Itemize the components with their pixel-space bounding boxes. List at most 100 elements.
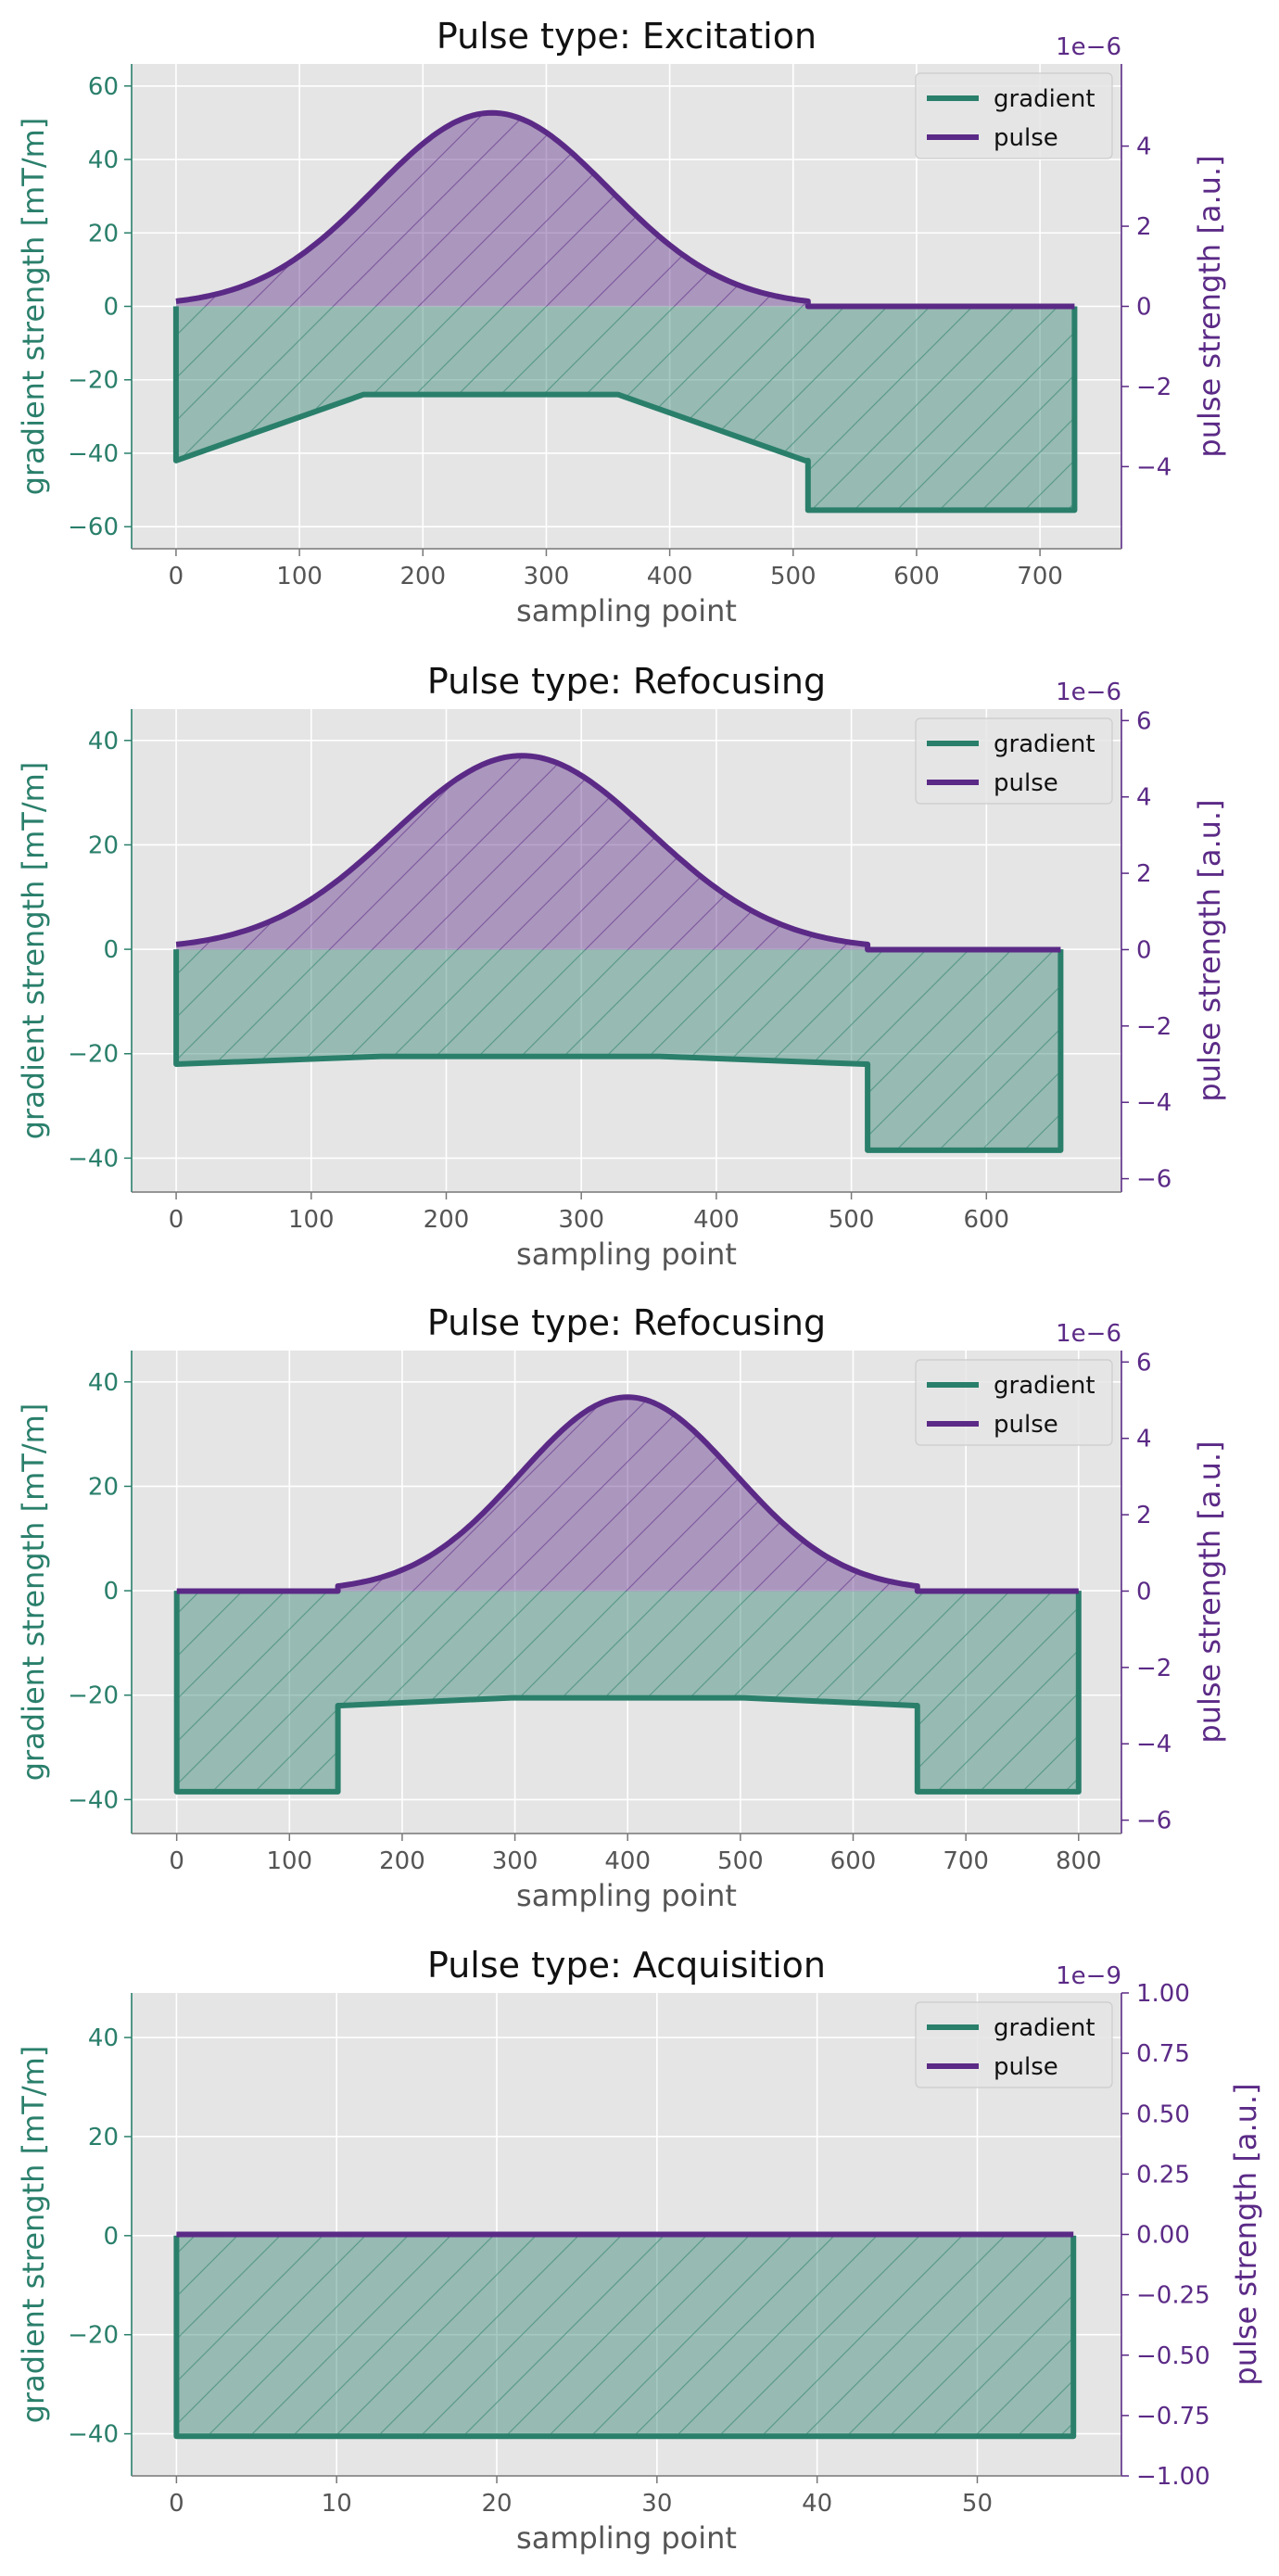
y-tick-label: −20 — [68, 1682, 119, 1710]
y-axis-label: gradient strength [mT/m] — [16, 118, 51, 496]
legend: gradient pulse — [915, 717, 1113, 805]
x-tick-label: 500 — [717, 1847, 764, 1875]
gradient-hatch — [175, 306, 1075, 511]
x-tick-label: 800 — [1056, 1847, 1102, 1875]
chart-title: Pulse type: Acquisition — [427, 1945, 826, 1986]
y2-tick-label: 4 — [1136, 1426, 1152, 1453]
x-tick-label: 300 — [524, 563, 570, 590]
legend-label-gradient: gradient — [994, 730, 1095, 758]
x-tick-label: 100 — [288, 1206, 335, 1234]
y-tick-label: 60 — [88, 73, 119, 101]
x-tick-label: 600 — [893, 563, 940, 590]
x-axis-label: sampling point — [516, 2520, 737, 2556]
y-tick-label: 0 — [103, 936, 119, 964]
y2-tick-label: −2 — [1136, 1013, 1171, 1041]
y-tick-label: 40 — [88, 1369, 119, 1397]
y2-tick-label: −6 — [1136, 1808, 1171, 1835]
series-gradient-line — [173, 1591, 1082, 1795]
x-tick-label: 300 — [492, 1847, 538, 1875]
x-axis-label: sampling point — [516, 593, 737, 628]
y2-tick-label: −4 — [1136, 1089, 1171, 1117]
legend: gradient pulse — [915, 2001, 1113, 2088]
y-tick-label: 20 — [88, 220, 119, 247]
y2-tick-label: −4 — [1136, 453, 1171, 481]
pulse-hatch — [176, 755, 1061, 950]
legend-label-gradient: gradient — [994, 1372, 1095, 1400]
y2-tick-label: 2 — [1136, 213, 1152, 241]
x-tick-label: 100 — [266, 1847, 312, 1875]
y-tick-label: −20 — [68, 1041, 119, 1069]
legend-label-pulse: pulse — [994, 2053, 1058, 2081]
y-tick-label: −40 — [68, 2421, 119, 2449]
pulse-hatch — [176, 1397, 1079, 1592]
y-tick-label: 40 — [88, 728, 119, 755]
x-tick-label: 700 — [1017, 563, 1063, 590]
y2-tick-label: −0.75 — [1136, 2403, 1210, 2430]
y-tick-label: 0 — [103, 2223, 119, 2251]
right-axis-scale: 1e−6 — [1056, 679, 1121, 706]
x-tick-label: 50 — [962, 2490, 993, 2518]
y2-tick-label: 0 — [1136, 294, 1152, 322]
y-tick-label: 40 — [88, 2024, 119, 2052]
legend: gradient pulse — [915, 72, 1113, 159]
x-tick-label: 20 — [481, 2490, 512, 2518]
x-tick-label: 700 — [943, 1847, 989, 1875]
y2-tick-label: 6 — [1136, 1349, 1152, 1377]
x-tick-label: 30 — [641, 2490, 672, 2518]
series-gradient-line — [173, 949, 1064, 1153]
y2-tick-label: 2 — [1136, 1502, 1152, 1529]
y2-tick-label: 1.00 — [1136, 1980, 1190, 2008]
y-axis-label: gradient strength [mT/m] — [16, 2046, 51, 2424]
y2-tick-label: −0.50 — [1136, 2342, 1210, 2370]
right-axis-scale: 1e−9 — [1056, 1962, 1121, 1990]
x-tick-label: 0 — [169, 1847, 184, 1875]
y2-tick-label: 4 — [1136, 133, 1152, 161]
y2-tick-label: 0 — [1136, 1578, 1152, 1605]
x-axis-label: sampling point — [516, 1878, 737, 1913]
x-axis-label: sampling point — [516, 1237, 737, 1272]
y-tick-label: −20 — [68, 2322, 119, 2350]
x-tick-label: 100 — [276, 563, 323, 590]
y2-axis-label: pulse strength [a.u.] — [1228, 2083, 1263, 2385]
chart-title: Pulse type: Refocusing — [427, 1302, 826, 1343]
y-tick-label: 0 — [103, 1578, 119, 1605]
y2-tick-label: −4 — [1136, 1731, 1171, 1758]
y-tick-label: −40 — [68, 1145, 119, 1173]
x-tick-label: 0 — [169, 2490, 184, 2518]
y-tick-label: −60 — [68, 514, 119, 541]
x-tick-label: 400 — [693, 1206, 740, 1234]
y-tick-label: 40 — [88, 146, 119, 174]
chart-panel-2: 0 100 200 300 400 500 600−40−2002040−6−4−20246… — [16, 661, 1227, 1272]
y2-tick-label: 0 — [1136, 936, 1152, 964]
legend-label-gradient: gradient — [994, 85, 1095, 113]
x-tick-label: 600 — [963, 1206, 1009, 1234]
series-pulse-line — [175, 753, 1061, 953]
legend-label-pulse: pulse — [994, 124, 1058, 152]
chart-panel-3: 0 100 200 300 400 500 600 700 800−40−2002040−6−4… — [16, 1302, 1227, 1913]
right-axis-scale: 1e−6 — [1056, 1320, 1121, 1348]
x-tick-label: 300 — [558, 1206, 604, 1234]
series-gradient-line — [172, 306, 1078, 514]
y2-tick-label: −6 — [1136, 1166, 1171, 1194]
legend-label-pulse: pulse — [994, 769, 1058, 797]
x-tick-label: 500 — [829, 1206, 875, 1234]
x-tick-label: 0 — [169, 1206, 184, 1234]
series-pulse-line — [175, 109, 1075, 310]
y-tick-label: −20 — [68, 367, 119, 395]
y2-tick-label: 4 — [1136, 784, 1152, 812]
y-tick-label: −40 — [68, 440, 119, 468]
y2-axis-label: pulse strength [a.u.] — [1192, 1440, 1227, 1743]
y2-tick-label: −1.00 — [1136, 2463, 1210, 2491]
y-tick-label: −40 — [68, 1786, 119, 1814]
y2-axis-label: pulse strength [a.u.] — [1192, 155, 1227, 457]
x-tick-label: 10 — [322, 2490, 352, 2518]
y-axis-label: gradient strength [mT/m] — [16, 762, 51, 1140]
chart-title: Pulse type: Refocusing — [427, 661, 826, 702]
y2-tick-label: −2 — [1136, 1655, 1171, 1682]
x-tick-label: 0 — [169, 563, 184, 590]
gradient-hatch — [176, 2235, 1074, 2437]
y2-tick-label: 0.00 — [1136, 2222, 1190, 2250]
y-tick-label: 20 — [88, 831, 119, 859]
chart-title: Pulse type: Excitation — [437, 16, 817, 57]
